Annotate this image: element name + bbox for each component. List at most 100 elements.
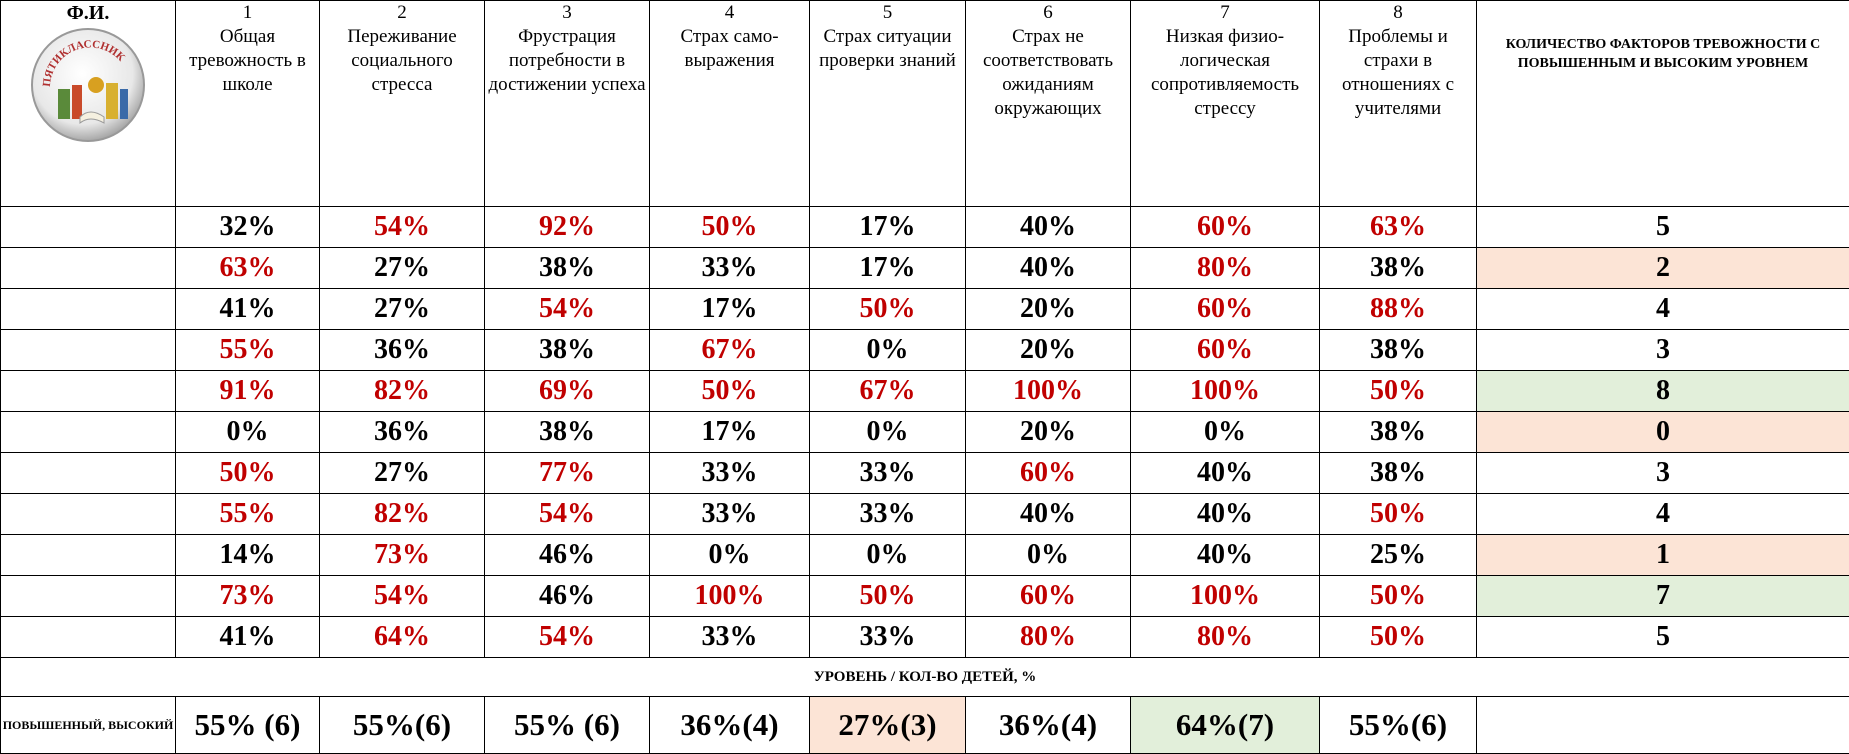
percent-cell: 100% (650, 576, 810, 617)
percent-cell: 63% (1320, 207, 1477, 248)
percent-cell: 33% (810, 494, 966, 535)
percent-cell: 17% (810, 248, 966, 289)
percent-cell: 100% (1131, 371, 1320, 412)
name-cell (1, 494, 176, 535)
count-cell: 5 (1477, 617, 1849, 658)
summary-label: ПОВЫШЕННЫЙ, ВЫСОКИЙ (1, 697, 176, 754)
percent-cell: 60% (1131, 330, 1320, 371)
count-cell: 4 (1477, 289, 1849, 330)
percent-cell: 32% (176, 207, 320, 248)
data-row: 73%54%46%100%50%60%100%50%7 (1, 576, 1849, 617)
percent-cell: 33% (650, 617, 810, 658)
percent-cell: 46% (485, 535, 650, 576)
logo: ПЯТИКЛАССНИК (28, 25, 148, 145)
percent-cell: 50% (1320, 494, 1477, 535)
percent-cell: 33% (810, 453, 966, 494)
name-cell (1, 535, 176, 576)
name-cell (1, 330, 176, 371)
data-row: 41%27%54%17%50%20%60%88%4 (1, 289, 1849, 330)
percent-cell: 50% (1320, 617, 1477, 658)
percent-cell: 50% (650, 207, 810, 248)
percent-cell: 88% (1320, 289, 1477, 330)
percent-cell: 80% (1131, 617, 1320, 658)
percent-cell: 0% (966, 535, 1131, 576)
column-number: 7 (1131, 1, 1319, 25)
column-number: 3 (485, 1, 649, 25)
column-number: 2 (320, 1, 484, 25)
percent-cell: 33% (650, 494, 810, 535)
count-cell: 8 (1477, 371, 1849, 412)
percent-cell: 0% (650, 535, 810, 576)
column-number: 6 (966, 1, 1130, 25)
percent-cell: 73% (320, 535, 485, 576)
count-cell: 3 (1477, 453, 1849, 494)
count-cell: 3 (1477, 330, 1849, 371)
summary-cell: 55% (6) (176, 697, 320, 754)
count-cell: 5 (1477, 207, 1849, 248)
count-cell: 1 (1477, 535, 1849, 576)
data-row: 50%27%77%33%33%60%40%38%3 (1, 453, 1849, 494)
data-row: 63%27%38%33%17%40%80%38%2 (1, 248, 1849, 289)
percent-cell: 92% (485, 207, 650, 248)
name-cell (1, 371, 176, 412)
percent-cell: 36% (320, 412, 485, 453)
percent-cell: 91% (176, 371, 320, 412)
percent-cell: 60% (1131, 289, 1320, 330)
percent-cell: 20% (966, 330, 1131, 371)
percent-cell: 60% (1131, 207, 1320, 248)
data-row: 55%36%38%67%0%20%60%38%3 (1, 330, 1849, 371)
count-cell: 7 (1477, 576, 1849, 617)
percent-cell: 54% (485, 617, 650, 658)
name-cell (1, 207, 176, 248)
summary-cell: 55%(6) (320, 697, 485, 754)
percent-cell: 100% (1131, 576, 1320, 617)
percent-cell: 33% (810, 617, 966, 658)
percent-cell: 50% (810, 289, 966, 330)
percent-cell: 54% (485, 289, 650, 330)
data-row: 14%73%46%0%0%0%40%25%1 (1, 535, 1849, 576)
summary-cell: 55% (6) (485, 697, 650, 754)
percent-cell: 38% (485, 330, 650, 371)
column-title: Общая тревожность в школе (189, 26, 306, 95)
percent-cell: 50% (1320, 576, 1477, 617)
column-title: Переживание социального стресса (347, 26, 456, 95)
name-header: Ф.И. ПЯТИКЛАССНИК (1, 1, 176, 207)
data-row: 32%54%92%50%17%40%60%63%5 (1, 207, 1849, 248)
percent-cell: 36% (320, 330, 485, 371)
percent-cell: 27% (320, 453, 485, 494)
data-row: 91%82%69%50%67%100%100%50%8 (1, 371, 1849, 412)
summary-empty (1477, 697, 1849, 754)
column-title: Страх само-выражения (680, 26, 778, 71)
percent-cell: 82% (320, 371, 485, 412)
percent-cell: 0% (810, 535, 966, 576)
percent-cell: 80% (966, 617, 1131, 658)
summary-cell: 55%(6) (1320, 697, 1477, 754)
percent-cell: 27% (320, 289, 485, 330)
name-cell (1, 617, 176, 658)
percent-cell: 50% (1320, 371, 1477, 412)
section-row: УРОВЕНЬ / КОЛ-ВО ДЕТЕЙ, % (1, 658, 1849, 697)
percent-cell: 20% (966, 289, 1131, 330)
percent-cell: 40% (966, 494, 1131, 535)
percent-cell: 0% (176, 412, 320, 453)
section-title: УРОВЕНЬ / КОЛ-ВО ДЕТЕЙ, % (1, 658, 1849, 697)
percent-cell: 40% (966, 248, 1131, 289)
name-cell (1, 453, 176, 494)
percent-cell: 40% (1131, 535, 1320, 576)
percent-cell: 40% (1131, 494, 1320, 535)
percent-cell: 40% (966, 207, 1131, 248)
percent-cell: 33% (650, 453, 810, 494)
count-cell: 4 (1477, 494, 1849, 535)
percent-cell: 69% (485, 371, 650, 412)
percent-cell: 54% (485, 494, 650, 535)
table-body: Ф.И. ПЯТИКЛАССНИК 1Общая тревожность в ш… (1, 1, 1849, 754)
